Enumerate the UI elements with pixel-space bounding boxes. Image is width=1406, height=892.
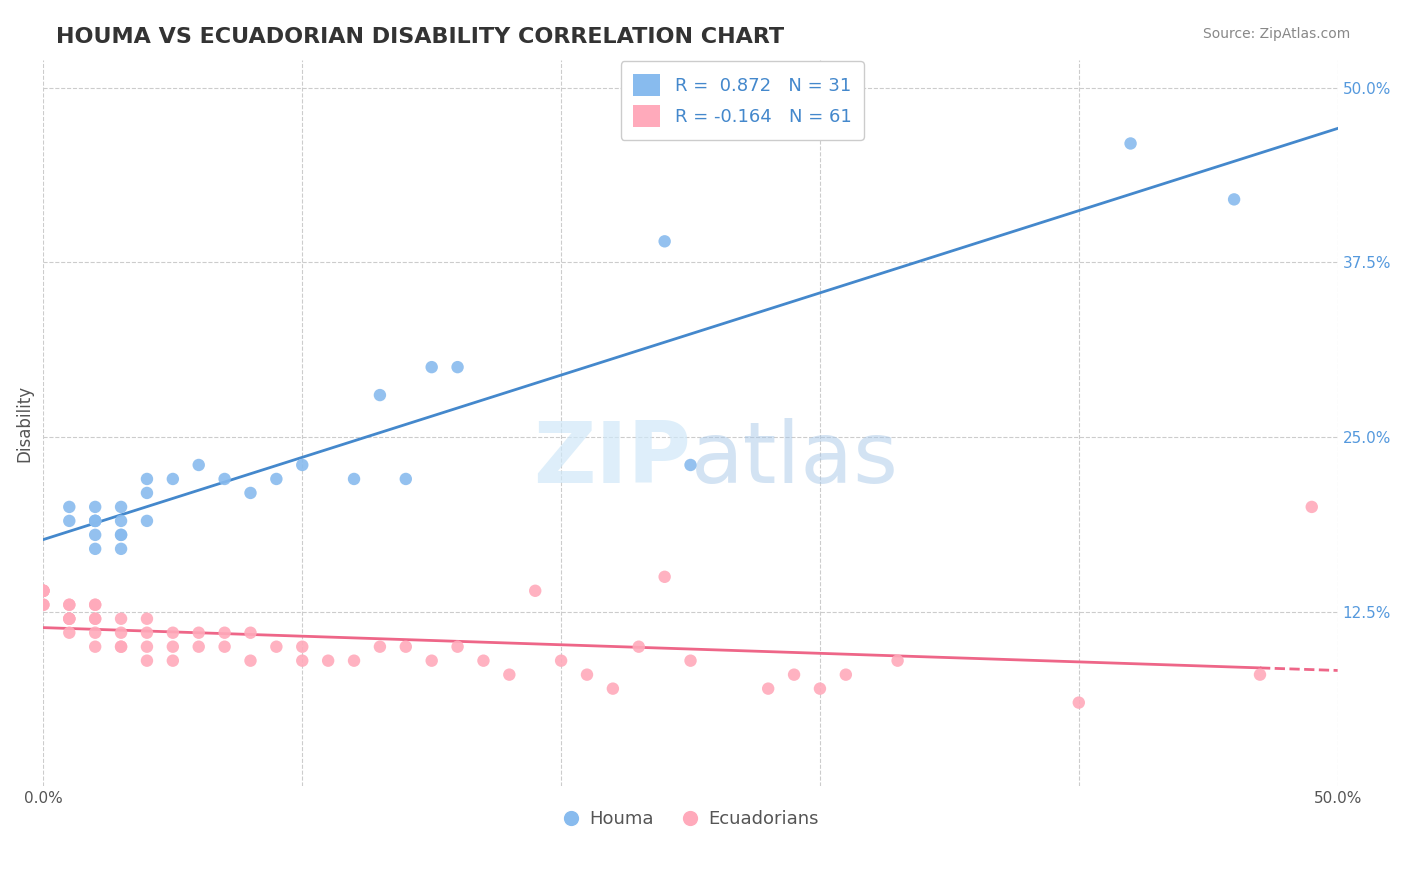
Text: ZIP: ZIP	[533, 417, 690, 501]
Point	[32, 598, 55, 612]
Point	[654, 235, 676, 249]
Point	[58, 598, 80, 612]
Point	[32, 598, 55, 612]
Point	[291, 654, 314, 668]
Point	[84, 514, 107, 528]
Point	[266, 640, 288, 654]
Point	[110, 625, 132, 640]
Point	[808, 681, 831, 696]
Point	[58, 612, 80, 626]
Point	[136, 472, 159, 486]
Point	[32, 583, 55, 598]
Point	[84, 612, 107, 626]
Point	[420, 654, 443, 668]
Point	[395, 472, 418, 486]
Point	[395, 640, 418, 654]
Point	[58, 500, 80, 514]
Point	[343, 472, 366, 486]
Point	[239, 625, 262, 640]
Point	[84, 598, 107, 612]
Text: atlas: atlas	[690, 417, 898, 501]
Point	[524, 583, 547, 598]
Point	[266, 472, 288, 486]
Point	[214, 640, 236, 654]
Point	[84, 625, 107, 640]
Point	[575, 667, 598, 681]
Point	[136, 625, 159, 640]
Point	[162, 472, 184, 486]
Point	[679, 654, 702, 668]
Text: Source: ZipAtlas.com: Source: ZipAtlas.com	[1202, 27, 1350, 41]
Point	[58, 598, 80, 612]
Point	[84, 598, 107, 612]
Point	[58, 612, 80, 626]
Point	[343, 654, 366, 668]
Point	[136, 654, 159, 668]
Point	[58, 612, 80, 626]
Point	[187, 640, 209, 654]
Point	[420, 360, 443, 375]
Point	[1223, 193, 1246, 207]
Point	[214, 625, 236, 640]
Point	[498, 667, 520, 681]
Text: HOUMA VS ECUADORIAN DISABILITY CORRELATION CHART: HOUMA VS ECUADORIAN DISABILITY CORRELATI…	[56, 27, 785, 46]
Point	[239, 486, 262, 500]
Point	[368, 388, 391, 402]
Point	[84, 640, 107, 654]
Point	[187, 625, 209, 640]
Point	[110, 528, 132, 542]
Point	[110, 541, 132, 556]
Point	[446, 360, 468, 375]
Point	[136, 640, 159, 654]
Point	[58, 625, 80, 640]
Point	[291, 640, 314, 654]
Legend: Houma, Ecuadorians: Houma, Ecuadorians	[555, 803, 825, 836]
Point	[1301, 500, 1323, 514]
Point	[84, 500, 107, 514]
Point	[84, 514, 107, 528]
Point	[602, 681, 624, 696]
Point	[1067, 696, 1090, 710]
Point	[58, 514, 80, 528]
Point	[110, 612, 132, 626]
Point	[187, 458, 209, 472]
Point	[110, 640, 132, 654]
Point	[835, 667, 858, 681]
Point	[627, 640, 650, 654]
Point	[110, 528, 132, 542]
Point	[679, 458, 702, 472]
Point	[162, 654, 184, 668]
Point	[214, 472, 236, 486]
Point	[32, 583, 55, 598]
Point	[783, 667, 806, 681]
Point	[316, 654, 339, 668]
Point	[32, 583, 55, 598]
Point	[654, 570, 676, 584]
Point	[239, 654, 262, 668]
Point	[136, 486, 159, 500]
Point	[756, 681, 779, 696]
Point	[446, 640, 468, 654]
Point	[84, 514, 107, 528]
Point	[32, 583, 55, 598]
Point	[110, 500, 132, 514]
Point	[110, 640, 132, 654]
Point	[84, 528, 107, 542]
Point	[110, 514, 132, 528]
Point	[136, 612, 159, 626]
Point	[84, 541, 107, 556]
Point	[162, 625, 184, 640]
Point	[886, 654, 908, 668]
Point	[136, 514, 159, 528]
Point	[472, 654, 495, 668]
Point	[291, 458, 314, 472]
Point	[368, 640, 391, 654]
Point	[1249, 667, 1271, 681]
Point	[550, 654, 572, 668]
Point	[1119, 136, 1142, 151]
Y-axis label: Disability: Disability	[15, 384, 32, 461]
Point	[162, 640, 184, 654]
Point	[84, 612, 107, 626]
